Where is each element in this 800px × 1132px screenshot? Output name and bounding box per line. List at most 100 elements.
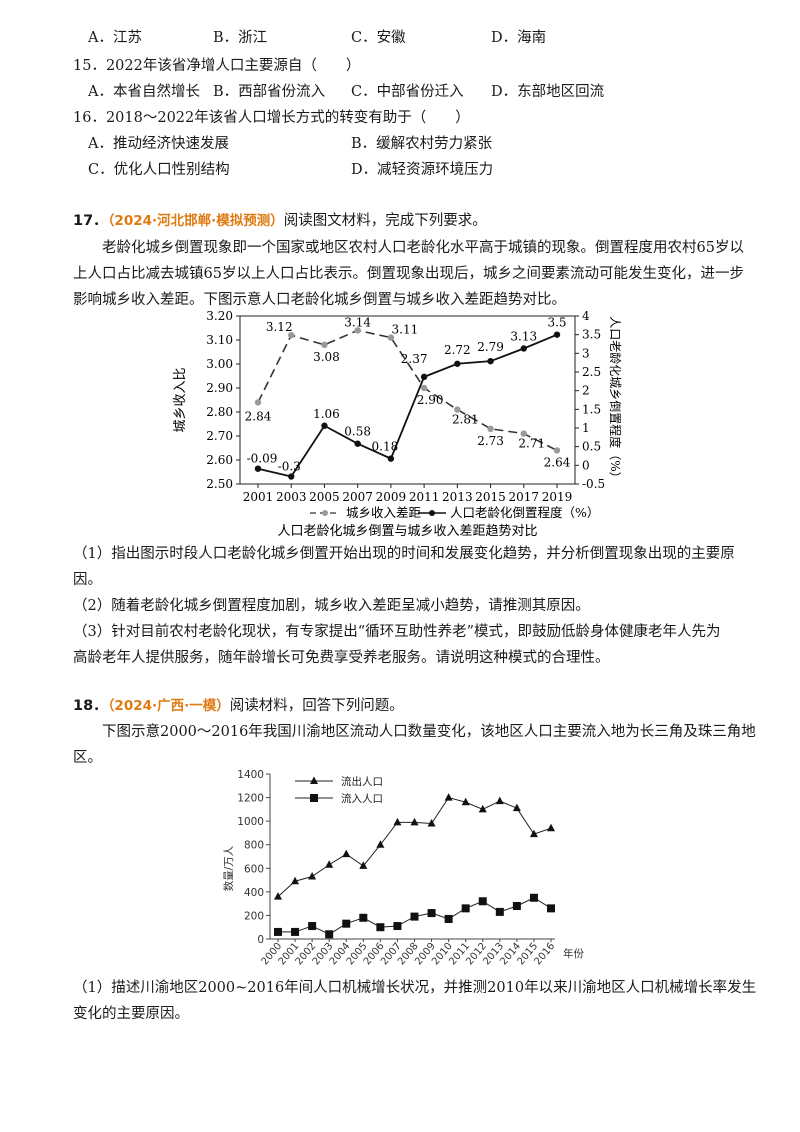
y-axis-title: 城乡收入比: [173, 367, 188, 432]
q18-instruction: 阅读材料，回答下列问题。: [229, 698, 404, 714]
outflow-point: [376, 840, 385, 848]
aging-inversion-point: [553, 331, 561, 338]
income-gap-label: 3.08: [313, 350, 340, 364]
legend-aging-label: 人口老龄化倒置程度（%）: [450, 505, 599, 520]
outflow-point: [495, 796, 504, 805]
q14-option-c: C．安徽: [351, 30, 406, 46]
outflow-point: [461, 797, 470, 806]
inflow-point: [529, 893, 538, 902]
q15-option-d: D．东部地区回流: [491, 84, 605, 100]
income-gap-label: 3.14: [344, 315, 371, 329]
inflow-point: [461, 904, 470, 913]
aging-inversion-point: [520, 345, 527, 352]
y2-tick-label: 2: [582, 384, 590, 398]
income-gap-point: [354, 327, 361, 334]
q17-instruction: 阅读图文材料，完成下列要求。: [283, 213, 487, 229]
q18-heading: 18．（2024·广西·一模）阅读材料，回答下列问题。: [73, 696, 404, 716]
income-gap-point: [254, 399, 262, 406]
q15-option-a: A．本省自然增长: [88, 84, 200, 100]
outflow-point: [444, 793, 453, 801]
outflow-point: [308, 872, 317, 880]
q18-para-2: 区。: [73, 750, 102, 766]
q16-stem: 16．2018～2022年该省人口增长方式的转变有助于（ ）: [73, 110, 470, 126]
outflow-point: [342, 849, 351, 858]
q17-sub-3b: 高龄老年人提供服务，随年龄增长可免费享受养老服务。请说明这种模式的合理性。: [73, 650, 610, 666]
q17-heading: 17．（2024·河北邯郸·模拟预测）阅读图文材料，完成下列要求。: [73, 211, 487, 231]
y-tick-label: 200: [244, 910, 264, 922]
inflow-point: [478, 897, 487, 906]
income-gap-point: [487, 425, 494, 432]
x-axis-title: 年份: [563, 947, 584, 960]
income-gap-label: 3.12: [266, 320, 293, 334]
y-tick-label: 1200: [237, 793, 264, 805]
q18-sub-1b: 变化的主要原因。: [73, 1006, 189, 1022]
y2-tick-label: 0.5: [582, 440, 601, 454]
aging-inversion-label: 0.18: [372, 440, 399, 454]
income-gap-point: [420, 384, 428, 392]
inflow-point: [410, 912, 419, 921]
aging-inversion-point: [487, 357, 494, 365]
series-aging-inversion-line: [257, 333, 558, 478]
income-gap-point: [454, 406, 461, 413]
x-tick-label: 2009: [376, 490, 407, 504]
q14-option-a: A．江苏: [88, 30, 142, 46]
inflow-point: [325, 930, 334, 939]
y-tick-label: 0: [257, 934, 264, 946]
aging-inversion-point: [254, 465, 262, 472]
x-tick-label: 2013: [442, 490, 473, 504]
q17-sub-1b: 因。: [73, 572, 102, 588]
x-tick-label: 2011: [409, 490, 440, 504]
aging-inversion-label: 3.5: [547, 316, 566, 330]
series-income-gap-line: [257, 329, 558, 452]
q16-option-d: D．减轻资源环境压力: [351, 162, 494, 178]
income-gap-label: 2.64: [544, 455, 571, 469]
aging-inversion-label: 2.72: [444, 343, 471, 357]
plot-frame: [239, 315, 576, 485]
aging-inversion-label: 1.06: [313, 407, 340, 421]
outflow-point: [359, 861, 368, 869]
x-tick-label: 2001: [243, 490, 274, 504]
q14-option-b: B．浙江: [213, 30, 268, 46]
inflow-point: [444, 914, 453, 923]
q17-sub-3a: （3）针对目前农村老龄化现状，有专家提出“循环互助性养老”模式，即鼓励低龄身体健…: [73, 624, 721, 640]
legend-income-gap-label: 城乡收入差距: [346, 505, 421, 520]
income-gap-label: 2.71: [518, 437, 545, 451]
y-tick-label: 400: [244, 887, 264, 899]
inflow-point: [547, 904, 555, 913]
legend-inflow-label: 流入人口: [341, 792, 383, 805]
outflow-point: [393, 817, 402, 826]
inflow-point: [308, 922, 317, 931]
q18-para-1: 下图示意2000～2016年我国川渝地区流动人口数量变化，该地区人口主要流入地为…: [102, 724, 756, 740]
q17-para-1: 老龄化城乡倒置现象即一个国家或地区农村人口老龄化水平高于城镇的现象。倒置程度用农…: [102, 240, 744, 256]
q16-option-c: C．优化人口性别结构: [88, 162, 230, 178]
y2-tick-label: 4: [582, 309, 590, 323]
y-tick-label: 3.00: [206, 357, 233, 371]
legend-income-gap-marker: [322, 510, 328, 516]
aging-inversion-point: [454, 360, 461, 367]
y-tick-label: 1000: [237, 816, 264, 828]
y-tick-label: 2.50: [206, 477, 233, 491]
y-tick-label: 1400: [237, 769, 264, 781]
inflow-point: [512, 902, 521, 910]
aging-inversion-point: [354, 440, 361, 447]
aging-inversion-point: [420, 373, 428, 381]
y-tick-label: 3.10: [206, 333, 233, 347]
x-tick-label: 2019: [542, 490, 573, 504]
x-tick-label: 2007: [342, 490, 373, 504]
y2-tick-label: 1: [582, 421, 590, 435]
inflow-point: [342, 919, 351, 928]
income-gap-label: 3.11: [392, 323, 419, 337]
inflow-point: [427, 909, 436, 918]
income-gap-label: 2.90: [417, 393, 444, 407]
outflow-point: [325, 860, 334, 868]
aging-inversion-label: 0.58: [344, 425, 371, 439]
outflow-point: [274, 892, 282, 900]
inflow-point: [274, 927, 282, 936]
inflow-point: [376, 923, 385, 932]
y2-tick-label: -0.5: [582, 477, 605, 491]
outflow-point: [529, 829, 538, 838]
outflow-point: [547, 823, 555, 832]
q15-stem: 15．2022年该省净增人口主要源自（ ）: [73, 58, 361, 74]
y2-axis-title: 人口老龄化城乡倒置程度（%）: [608, 316, 623, 483]
q18-sub-1a: （1）描述川渝地区2000~2016年间人口机械增长状况，并推测2010年以来川…: [73, 980, 757, 996]
